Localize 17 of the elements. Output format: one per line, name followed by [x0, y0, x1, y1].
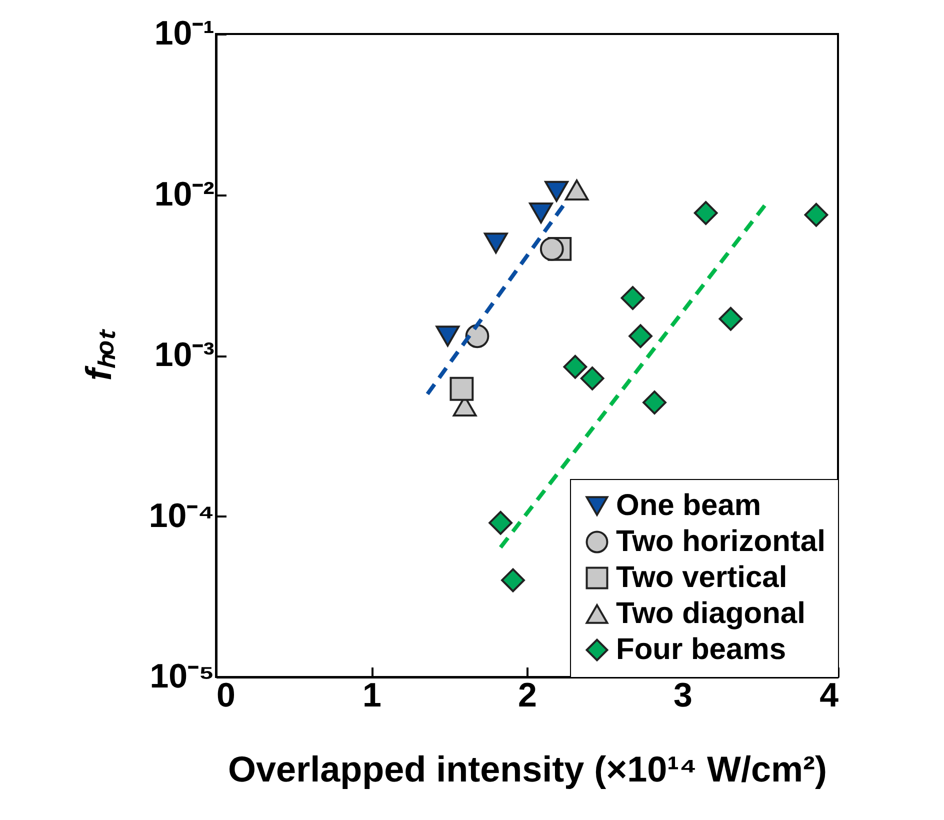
- y-tick-label: 10⁻³: [154, 336, 214, 374]
- x-tick-label: 0: [216, 676, 236, 714]
- y-tick-label: 10⁻⁴: [148, 496, 214, 535]
- legend-label: Two vertical: [616, 561, 788, 594]
- legend-label: One beam: [616, 489, 762, 522]
- legend-label: Four beams: [616, 633, 786, 666]
- x-tick-label: 1: [362, 676, 382, 714]
- x-axis-title: Overlapped intensity (×10¹⁴ W/cm²): [228, 748, 827, 790]
- x-tick-label: 4: [820, 676, 839, 714]
- y-axis-title: fₕₒₜ: [78, 328, 119, 381]
- legend-label: Two diagonal: [616, 597, 806, 630]
- y-tick-label: 10⁻²: [154, 175, 214, 214]
- y-tick-label: 10⁻¹: [154, 14, 214, 52]
- x-tick-label: 3: [674, 676, 692, 714]
- legend-label: Two horizontal: [616, 525, 826, 558]
- y-tick-label: 10⁻⁵: [150, 658, 214, 696]
- x-tick-label: 2: [518, 676, 537, 714]
